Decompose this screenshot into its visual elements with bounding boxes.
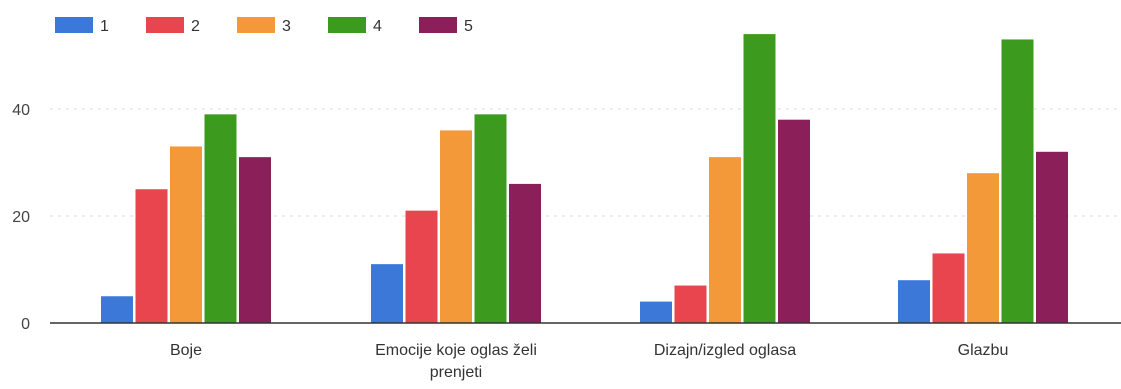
legend-swatch-3 [237,17,275,33]
y-tick-label-40: 40 [12,102,30,119]
legend-item-2: 2 [146,17,200,35]
bar-3-1 [170,146,202,323]
x-tick-label-2: Emocije koje oglas želi prenjeti [375,342,537,381]
legend-label-5: 5 [464,18,473,35]
y-tick-label-0: 0 [21,316,30,333]
legend-swatch-4 [328,17,366,33]
bar-4-3 [743,34,776,323]
bar-3-2 [440,130,472,323]
legend-label-4: 4 [373,18,382,35]
bar-1-1 [101,296,133,323]
legend-label-3: 3 [282,18,291,35]
bar-group-4 [898,39,1068,323]
x-tick-label-4: Glazbu [958,342,1009,359]
bar-5-2 [509,183,541,323]
legend-swatch-1 [55,17,93,33]
legend-item-4: 4 [328,17,382,35]
legend-swatch-5 [419,17,457,33]
bar-4-2 [474,114,507,323]
bar-4-4 [1001,39,1034,323]
legend-label-1: 1 [100,18,109,35]
bar-3-4 [967,173,999,323]
y-axis-tick-labels: 0 20 40 [12,102,30,333]
bar-3-3 [709,157,741,323]
legend-label-2: 2 [191,18,200,35]
y-tick-label-20: 20 [12,209,30,226]
bar-1-2 [371,264,403,323]
legend-item-5: 5 [419,17,473,35]
bar-group-1 [101,114,271,323]
bar-5-1 [239,157,271,323]
bars [101,34,1068,323]
bar-1-3 [640,301,672,323]
bar-5-3 [778,119,810,323]
bar-2-2 [405,210,438,323]
bar-5-4 [1036,151,1068,323]
bar-4-1 [204,114,237,323]
bar-2-3 [674,285,707,323]
legend-item-3: 3 [237,17,291,35]
legend-item-1: 1 [55,17,109,35]
bar-2-4 [932,253,965,323]
bar-group-2 [371,114,541,323]
legend-swatch-2 [146,17,184,33]
bar-2-1 [135,189,168,323]
x-tick-label-1: Boje [170,342,202,359]
x-tick-label-3: Dizajn/izgled oglasa [654,342,796,359]
bar-1-4 [898,280,930,323]
bar-group-3 [640,34,810,323]
x-axis-category-labels: Boje Emocije koje oglas želi prenjeti Dizaj… [170,342,1008,381]
legend: 1 2 3 4 5 [55,17,473,35]
